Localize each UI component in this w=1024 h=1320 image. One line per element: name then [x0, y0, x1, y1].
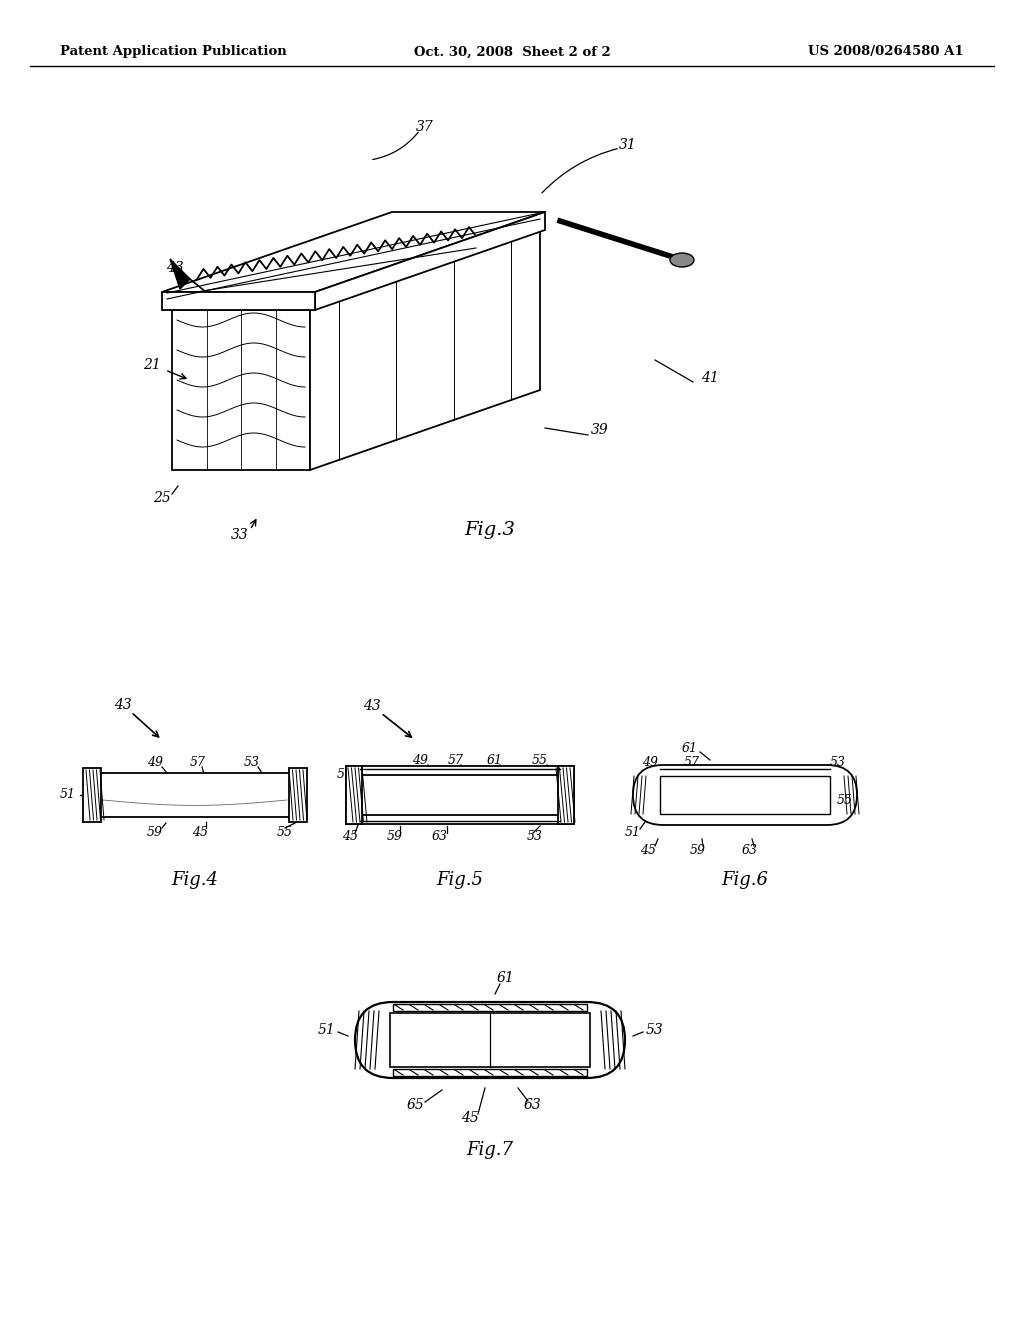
- Text: 59: 59: [690, 843, 706, 857]
- Text: 61: 61: [682, 742, 698, 755]
- Text: 63: 63: [742, 843, 758, 857]
- Text: 21: 21: [143, 358, 161, 372]
- Text: Patent Application Publication: Patent Application Publication: [60, 45, 287, 58]
- Text: 51: 51: [60, 788, 76, 801]
- Text: 51: 51: [318, 1023, 336, 1038]
- Text: US 2008/0264580 A1: US 2008/0264580 A1: [808, 45, 964, 58]
- Text: 45: 45: [461, 1111, 479, 1125]
- Text: 25: 25: [154, 491, 171, 506]
- Text: 51: 51: [337, 768, 353, 781]
- Polygon shape: [660, 776, 830, 814]
- Text: 55: 55: [837, 793, 853, 807]
- Text: 65: 65: [407, 1098, 424, 1111]
- Polygon shape: [358, 775, 562, 814]
- Text: 63: 63: [432, 830, 449, 843]
- Text: 57: 57: [190, 755, 206, 768]
- Polygon shape: [390, 1012, 590, 1067]
- Text: 39: 39: [591, 422, 609, 437]
- Text: 41: 41: [701, 371, 719, 385]
- Polygon shape: [558, 766, 574, 824]
- Polygon shape: [393, 1005, 587, 1011]
- Text: 59: 59: [147, 825, 163, 838]
- Polygon shape: [315, 213, 545, 310]
- Text: Oct. 30, 2008  Sheet 2 of 2: Oct. 30, 2008 Sheet 2 of 2: [414, 45, 610, 58]
- Text: Fig.5: Fig.5: [436, 871, 483, 888]
- Polygon shape: [172, 230, 540, 310]
- Text: 45: 45: [640, 843, 656, 857]
- Polygon shape: [393, 1069, 587, 1076]
- Text: 49: 49: [147, 755, 163, 768]
- Polygon shape: [346, 766, 362, 824]
- Text: 53: 53: [646, 1023, 664, 1038]
- Text: 57: 57: [449, 754, 464, 767]
- Text: 53: 53: [527, 830, 543, 843]
- Text: 61: 61: [487, 754, 503, 767]
- Ellipse shape: [670, 253, 694, 267]
- Text: 45: 45: [342, 830, 358, 843]
- Text: 43: 43: [114, 698, 132, 711]
- Text: 57: 57: [684, 755, 700, 768]
- FancyBboxPatch shape: [355, 1002, 625, 1078]
- Text: 45: 45: [193, 825, 208, 838]
- Text: 61: 61: [496, 972, 514, 985]
- Polygon shape: [172, 310, 310, 470]
- Polygon shape: [83, 768, 101, 822]
- Text: 33: 33: [231, 528, 249, 543]
- Polygon shape: [170, 259, 190, 289]
- Text: 59: 59: [387, 830, 403, 843]
- Text: 43: 43: [166, 261, 184, 275]
- Text: 49: 49: [412, 754, 428, 767]
- Text: 49: 49: [642, 755, 658, 768]
- Text: 55: 55: [278, 825, 293, 838]
- Text: 51: 51: [625, 826, 641, 840]
- Text: Fig.4: Fig.4: [171, 871, 218, 888]
- Polygon shape: [162, 213, 545, 292]
- FancyBboxPatch shape: [633, 766, 857, 825]
- Polygon shape: [310, 230, 540, 470]
- Text: Fig.7: Fig.7: [467, 1140, 513, 1159]
- Text: 37: 37: [416, 120, 434, 135]
- Text: Fig.3: Fig.3: [465, 521, 515, 539]
- Text: 53: 53: [244, 755, 260, 768]
- Polygon shape: [289, 768, 307, 822]
- Polygon shape: [85, 774, 305, 817]
- Text: Fig.6: Fig.6: [722, 871, 768, 888]
- Text: 43: 43: [364, 700, 381, 713]
- Text: 31: 31: [620, 139, 637, 152]
- Text: 53: 53: [830, 755, 846, 768]
- Text: 63: 63: [523, 1098, 541, 1111]
- Polygon shape: [162, 292, 315, 310]
- Text: 55: 55: [532, 754, 548, 767]
- Polygon shape: [346, 766, 574, 824]
